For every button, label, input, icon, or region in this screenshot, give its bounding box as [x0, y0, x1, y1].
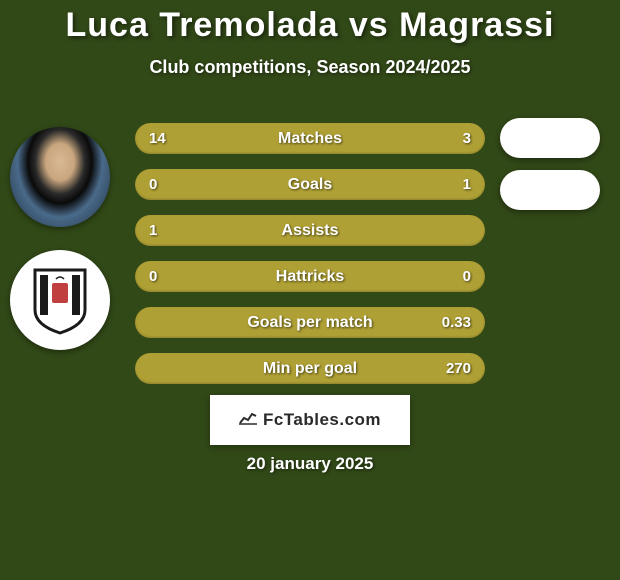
opponent-club-blank [500, 170, 600, 210]
stat-row: 1 Assists [135, 215, 485, 246]
club-avatar [10, 250, 110, 350]
stat-row: 0 Hattricks 0 [135, 261, 485, 292]
stat-label: Min per goal [263, 360, 357, 378]
opponent-avatar-blank [500, 118, 600, 158]
stat-right-value: 270 [446, 360, 471, 377]
stats-container: 14 Matches 3 0 Goals 1 1 Assists 0 Hattricks 0 Goal… [135, 123, 485, 384]
brand-box[interactable]: FcTables.com [210, 395, 410, 445]
page-subtitle: Club competitions, Season 2024/2025 [0, 57, 620, 78]
club-badge-icon [30, 265, 90, 335]
stat-row: 0 Goals 1 [135, 169, 485, 200]
stat-left-value: 14 [149, 130, 166, 147]
stat-row: 14 Matches 3 [135, 123, 485, 154]
right-avatar-column [500, 118, 600, 210]
stat-label: Matches [278, 130, 342, 148]
player-avatar [10, 127, 110, 227]
stat-left-value: 0 [149, 268, 157, 285]
stat-row: Min per goal 270 [135, 353, 485, 384]
stat-label: Hattricks [276, 268, 344, 286]
stat-label: Goals per match [247, 314, 372, 332]
brand-text: FcTables.com [263, 410, 381, 430]
date-text: 20 january 2025 [247, 454, 374, 474]
stat-right-value: 0 [463, 268, 471, 285]
stat-label: Assists [282, 222, 339, 240]
stat-right-value: 1 [463, 176, 471, 193]
stat-row: Goals per match 0.33 [135, 307, 485, 338]
left-avatar-column [10, 127, 110, 350]
chart-icon [239, 411, 257, 430]
page-title: Luca Tremolada vs Magrassi [0, 0, 620, 45]
stat-right-value: 0.33 [442, 314, 471, 331]
stat-left-value: 0 [149, 176, 157, 193]
stat-label: Goals [288, 176, 332, 194]
stat-left-value: 1 [149, 222, 157, 239]
stat-right-value: 3 [463, 130, 471, 147]
